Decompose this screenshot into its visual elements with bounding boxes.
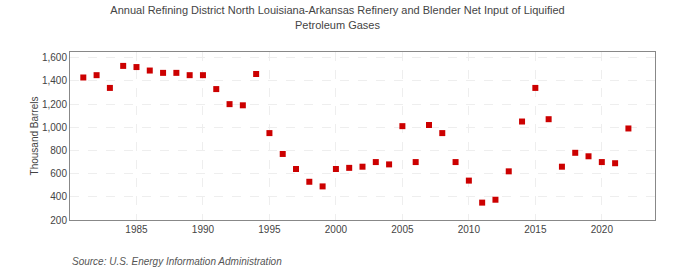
svg-text:2005: 2005 bbox=[391, 224, 414, 235]
svg-text:200: 200 bbox=[50, 215, 67, 226]
svg-text:1,400: 1,400 bbox=[42, 75, 67, 86]
svg-text:1995: 1995 bbox=[258, 224, 281, 235]
svg-text:1990: 1990 bbox=[192, 224, 215, 235]
svg-text:Thousand Barrels: Thousand Barrels bbox=[29, 97, 40, 176]
svg-text:600: 600 bbox=[50, 168, 67, 179]
svg-text:1,000: 1,000 bbox=[42, 122, 67, 133]
svg-text:400: 400 bbox=[50, 191, 67, 202]
svg-text:2000: 2000 bbox=[325, 224, 348, 235]
svg-text:1,200: 1,200 bbox=[42, 99, 67, 110]
svg-text:2020: 2020 bbox=[591, 224, 614, 235]
svg-text:Source: U.S. Energy Informatio: Source: U.S. Energy Information Administ… bbox=[72, 256, 282, 267]
svg-text:800: 800 bbox=[50, 145, 67, 156]
svg-text:1985: 1985 bbox=[125, 224, 148, 235]
svg-text:2015: 2015 bbox=[524, 224, 547, 235]
svg-text:Annual Refining District North: Annual Refining District North Louisiana… bbox=[110, 4, 564, 30]
svg-text:1,600: 1,600 bbox=[42, 52, 67, 63]
svg-text:2010: 2010 bbox=[458, 224, 481, 235]
